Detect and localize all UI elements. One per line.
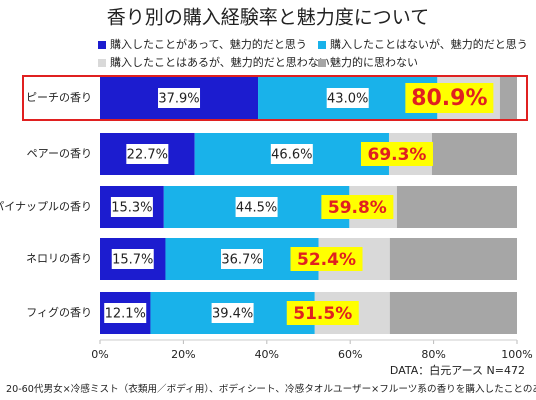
legend-swatch xyxy=(318,59,326,67)
data-label-box xyxy=(270,144,313,164)
total-label: 69.3% xyxy=(367,145,426,165)
total-label-box xyxy=(360,142,433,166)
data-label: 15.3% xyxy=(111,201,152,216)
category-label: ピーチの香り xyxy=(26,91,92,104)
x-tick-label: 80% xyxy=(421,348,445,361)
bar-segment xyxy=(389,238,517,280)
total-label: 51.5% xyxy=(293,304,352,324)
note: 20-60代男女×冷感ミスト（衣類用／ボディ用）、ボディシート、冷感タオルユーザ… xyxy=(6,383,536,395)
bar-segment xyxy=(389,292,517,334)
legend-swatch xyxy=(98,59,106,67)
data-label-box xyxy=(158,88,201,108)
total-label-box xyxy=(286,301,359,325)
legend-label: 魅力的に思わない xyxy=(330,55,418,69)
legend-label: 購入したことはあるが、魅力的だと思わない xyxy=(110,55,330,69)
x-tick-label: 40% xyxy=(255,348,279,361)
bar-segment xyxy=(396,186,517,228)
legend-label: 購入したことがあって、魅力的だと思う xyxy=(110,37,307,51)
x-tick-label: 20% xyxy=(171,348,195,361)
data-label: 15.7% xyxy=(112,253,153,268)
total-label-box xyxy=(405,83,494,113)
data-label: 12.1% xyxy=(105,307,146,322)
source: DATA：白元アース N=472 xyxy=(390,363,525,377)
data-label-box xyxy=(326,88,369,108)
data-label: 43.0% xyxy=(327,92,368,107)
x-tick-label: 0% xyxy=(91,348,108,361)
total-label: 52.4% xyxy=(297,250,356,270)
x-tick-label: 100% xyxy=(501,348,532,361)
bar-segment xyxy=(431,133,517,175)
legend-swatch xyxy=(318,41,326,49)
category-label: フィグの香り xyxy=(26,305,92,319)
data-label: 46.6% xyxy=(271,148,312,163)
data-label-box xyxy=(110,197,153,217)
total-label: 59.8% xyxy=(328,198,387,218)
legend-label: 購入したことはないが、魅力的だと思う xyxy=(330,37,528,51)
data-label: 44.5% xyxy=(236,201,277,216)
data-label-box xyxy=(235,197,278,217)
category-label: パイナップルの香り xyxy=(0,200,92,213)
bar-segment xyxy=(499,77,517,119)
data-label-box xyxy=(126,144,169,164)
highlight-frame xyxy=(22,75,528,121)
legend-swatch xyxy=(98,41,106,49)
chart-title: 香り別の購入経験率と魅力度について xyxy=(107,7,429,29)
category-label: ネロリの香り xyxy=(26,252,92,265)
data-label-box xyxy=(220,249,263,269)
data-label-box xyxy=(211,303,254,323)
data-label: 22.7% xyxy=(127,148,168,163)
data-label: 37.9% xyxy=(158,92,199,107)
category-label: ペアーの香り xyxy=(27,147,92,160)
data-label: 36.7% xyxy=(221,253,262,268)
x-tick-label: 60% xyxy=(338,348,362,361)
data-label-box xyxy=(104,303,147,323)
total-label: 80.9% xyxy=(411,86,487,111)
total-label-box xyxy=(321,195,394,219)
data-label: 39.4% xyxy=(212,307,253,322)
data-label-box xyxy=(111,249,154,269)
total-label-box xyxy=(290,247,363,271)
